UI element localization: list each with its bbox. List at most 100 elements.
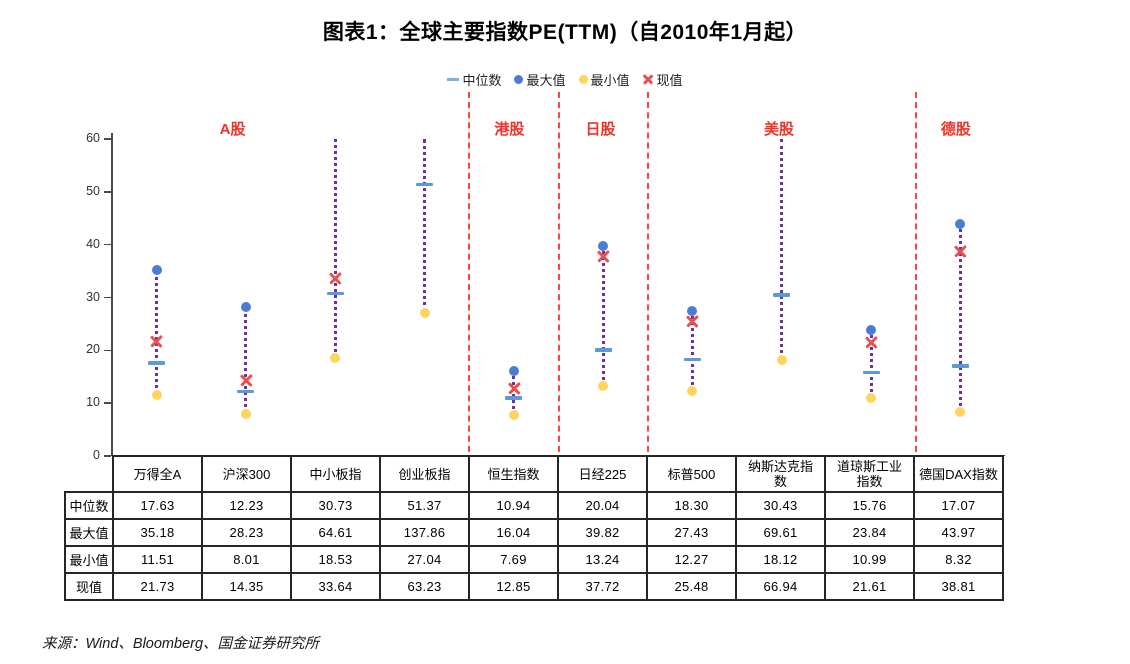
col-header-9: 德国DAX指数 [913, 455, 1004, 493]
table-cell-0-9: 17.07 [913, 491, 1004, 520]
min-dot-marker-3 [419, 308, 430, 319]
table-cell-0-8: 15.76 [824, 491, 915, 520]
median-dash-marker-0 [148, 361, 166, 365]
table-cell-0-2: 30.73 [290, 491, 381, 520]
table-cell-1-2: 64.61 [290, 518, 381, 547]
pe-data-table: 万得全A 沪深300 中小板指 创业板指 恒生指数 日经225 标普500 纳斯达克指 数道琼… [64, 455, 1004, 601]
table-cell-3-6: 25.48 [646, 572, 737, 601]
max-dot-marker-4 [508, 366, 519, 377]
table-cell-2-8: 10.99 [824, 545, 915, 574]
y-axis-line [111, 133, 113, 456]
range-line-8 [869, 330, 873, 398]
source-note: 来源：Wind、Bloomberg、国金证券研究所 [42, 636, 320, 652]
col-header-6: 标普500 [646, 455, 737, 493]
table-cell-0-3: 51.37 [379, 491, 470, 520]
table-cell-2-1: 8.01 [201, 545, 292, 574]
current-x-marker-9 [954, 244, 967, 257]
region-label-4: 德股 [940, 121, 971, 138]
col-header-0: 万得全A [112, 455, 203, 493]
y-axis-tick [104, 243, 111, 246]
legend-label-max: 最大值 [526, 73, 566, 88]
legend-label-median: 中位数 [462, 73, 502, 88]
median-dash-marker-6 [683, 357, 701, 362]
table-cell-3-7: 66.94 [735, 572, 826, 601]
y-axis-tick [104, 138, 111, 140]
table-cell-2-3: 27.04 [379, 545, 470, 574]
table-cell-0-4: 10.94 [468, 491, 559, 520]
range-line-7 [780, 139, 784, 361]
table-cell-3-3: 63.23 [379, 572, 470, 601]
median-dash-marker-5 [594, 348, 612, 352]
y-axis-label: 0 [93, 448, 100, 462]
table-row: 中位数 17.63 12.23 30.73 51.37 10.94 20.04 18.30 30… [64, 491, 1004, 520]
current-x-marker-0 [150, 335, 163, 348]
region-separator [914, 92, 917, 462]
y-axis-label: 50 [86, 183, 100, 198]
min-dot-marker-5 [598, 381, 609, 392]
range-line-9 [958, 223, 962, 413]
legend-dash-icon [447, 78, 460, 81]
y-axis-tick [104, 191, 111, 193]
col-header-7: 纳斯达克指 数 [735, 455, 826, 493]
table-cell-1-5: 39.82 [557, 518, 648, 547]
range-line-1 [244, 306, 248, 414]
figure-title: 图表1：全球主要指数PE(TTM)（自2010年1月起） [322, 21, 808, 44]
table-cell-3-9: 38.81 [913, 572, 1004, 601]
median-dash-marker-1 [237, 389, 255, 394]
table-corner-cell [65, 456, 113, 492]
region-separator [468, 92, 471, 462]
y-axis-tick [104, 296, 111, 299]
current-x-marker-5 [597, 250, 610, 263]
table-cell-1-7: 69.61 [735, 518, 826, 547]
table-cell-0-5: 20.04 [557, 491, 648, 520]
legend-dot-icon-max [514, 75, 524, 84]
table-cell-3-5: 37.72 [557, 572, 648, 601]
table-cell-1-4: 16.04 [468, 518, 559, 547]
row-label-2: 最小值 [64, 545, 114, 574]
table-cell-2-0: 11.51 [112, 545, 203, 574]
col-header-3: 创业板指 [379, 455, 470, 493]
region-label-2: 日股 [585, 121, 616, 138]
table-cell-2-2: 18.53 [290, 545, 381, 574]
col-header-8: 道琼斯工业 指数 [824, 455, 915, 493]
table-cell-3-8: 21.61 [824, 572, 915, 601]
table-row: 最小值 11.51 8.01 18.53 27.04 7.69 13.24 12.27 18.1… [64, 545, 1004, 574]
legend-dot-icon-min [578, 75, 588, 84]
median-dash-marker-9 [951, 364, 969, 368]
y-axis-label: 60 [86, 131, 100, 145]
col-header-2: 中小板指 [290, 455, 381, 493]
legend-label-min: 最小值 [590, 73, 630, 88]
min-dot-marker-7 [776, 355, 787, 366]
max-dot-marker-5 [598, 240, 609, 251]
current-x-marker-6 [686, 315, 699, 328]
max-dot-marker-9 [955, 218, 966, 229]
table-cell-3-2: 33.64 [290, 572, 381, 601]
y-axis-tick [104, 402, 111, 404]
range-line-6 [690, 311, 694, 392]
table-cell-0-0: 17.63 [112, 491, 203, 520]
range-line-0 [155, 270, 159, 396]
region-separator [646, 92, 649, 462]
y-axis-label: 10 [86, 395, 100, 410]
y-axis-label: 30 [86, 289, 100, 304]
region-label-0: A股 [219, 121, 246, 138]
table-cell-1-1: 28.23 [201, 518, 292, 547]
median-dash-marker-8 [862, 370, 880, 375]
range-line-2 [333, 139, 337, 359]
y-axis-tick [104, 455, 111, 457]
table-cell-0-1: 12.23 [201, 491, 292, 520]
range-line-3 [423, 139, 427, 314]
region-label-3: 美股 [764, 121, 795, 138]
row-label-0: 中位数 [64, 491, 114, 520]
row-label-3: 现值 [64, 572, 114, 601]
y-axis-label: 40 [86, 236, 100, 251]
table-cell-1-0: 35.18 [112, 518, 203, 547]
max-dot-marker-1 [240, 301, 251, 312]
max-dot-marker-0 [151, 265, 162, 276]
legend-item-max: 最大值 [514, 70, 566, 89]
table-cell-2-5: 13.24 [557, 545, 648, 574]
median-dash-marker-2 [326, 291, 344, 296]
region-label-1: 港股 [494, 121, 525, 138]
table-cell-3-4: 12.85 [468, 572, 559, 601]
